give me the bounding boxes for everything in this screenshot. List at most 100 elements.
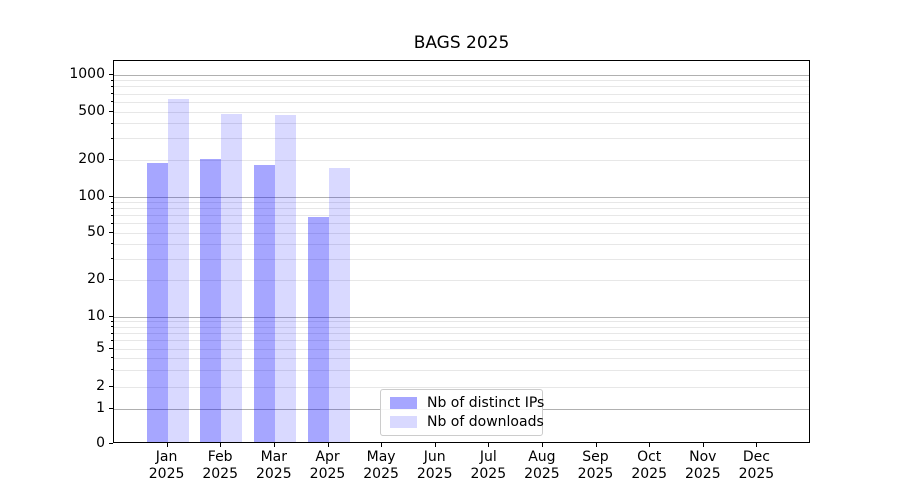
bar-downloads-apr <box>328 167 350 442</box>
gridline-minor <box>114 101 809 103</box>
bar-distinct-ips-jan <box>146 163 168 442</box>
bar-downloads-feb <box>221 113 243 442</box>
y-minor-tick-mark <box>111 232 113 233</box>
gridline-minor <box>114 326 809 328</box>
bar-distinct-ips-apr <box>307 216 329 442</box>
y-tick-label: 100 <box>78 188 105 204</box>
y-minor-tick-mark <box>111 207 113 209</box>
y-tick-label: 10 <box>87 308 105 324</box>
y-tick-label: 2 <box>96 378 105 394</box>
x-tick-label: Mar 2025 <box>255 449 292 482</box>
x-tick-label: Feb 2025 <box>202 449 238 482</box>
y-tick-label: 1 <box>96 400 105 416</box>
x-tick-mark <box>166 443 168 447</box>
y-tick-label: 20 <box>87 271 105 287</box>
x-tick-mark <box>273 443 275 447</box>
y-minor-tick-mark <box>111 320 113 322</box>
y-tick-label: 50 <box>87 224 105 240</box>
y-tick-label: 5 <box>96 340 105 356</box>
x-tick-label: Sep 2025 <box>577 449 614 482</box>
y-minor-tick-mark <box>111 339 113 341</box>
legend-swatch-distinct-ips <box>390 397 417 410</box>
chart-title: BAGS 2025 <box>413 33 510 53</box>
x-tick-mark <box>756 443 758 447</box>
x-tick-label: Jan 2025 <box>148 449 185 482</box>
y-minor-tick-mark <box>111 279 113 280</box>
gridline-minor <box>114 138 809 140</box>
gridline-minor <box>114 111 809 113</box>
y-tick-mark <box>109 316 113 317</box>
gridline-minor <box>114 123 809 125</box>
bar-distinct-ips-feb <box>200 159 222 442</box>
gridline-minor <box>114 369 809 371</box>
x-tick-label: May 2025 <box>363 449 399 482</box>
x-tick-label: Oct 2025 <box>631 449 667 482</box>
y-tick-label: 200 <box>78 151 105 167</box>
y-minor-tick-mark <box>111 214 113 216</box>
gridline-minor <box>114 357 809 359</box>
gridline-minor <box>114 321 809 323</box>
x-tick-mark <box>702 443 704 447</box>
x-tick-mark <box>488 443 490 447</box>
y-tick-label: 0 <box>96 435 105 451</box>
y-minor-tick-mark <box>111 79 113 81</box>
gridline-minor <box>114 86 809 88</box>
gridline-minor <box>114 386 809 388</box>
gridline-major <box>114 316 809 318</box>
y-minor-tick-mark <box>111 348 113 349</box>
legend-swatch-downloads <box>390 415 417 428</box>
y-minor-tick-mark <box>111 201 113 203</box>
x-tick-label: Nov 2025 <box>684 449 721 482</box>
gridline-minor <box>114 202 809 203</box>
bar-downloads-mar <box>274 114 296 442</box>
bar-downloads-jan <box>167 99 189 442</box>
gridline-minor <box>114 223 809 224</box>
y-minor-tick-mark <box>111 122 113 124</box>
gridline-minor <box>114 93 809 95</box>
y-minor-tick-mark <box>111 85 113 87</box>
x-tick-mark <box>649 443 651 447</box>
legend-label: Nb of downloads <box>427 413 544 430</box>
x-tick-mark <box>541 443 543 447</box>
gridline-minor <box>114 208 809 210</box>
x-tick-label: Aug 2025 <box>524 449 560 482</box>
y-minor-tick-mark <box>111 111 113 112</box>
gridline-minor <box>114 215 809 216</box>
x-tick-label: Apr 2025 <box>309 449 346 482</box>
y-minor-tick-mark <box>111 101 113 103</box>
gridline-major <box>114 74 809 76</box>
y-minor-tick-mark <box>111 222 113 224</box>
y-minor-tick-mark <box>111 243 113 245</box>
gridline-minor <box>114 80 809 82</box>
x-tick-mark <box>595 443 597 447</box>
x-tick-label: Dec 2025 <box>738 449 775 482</box>
x-tick-label: Jun 2025 <box>416 449 453 482</box>
y-minor-tick-mark <box>111 326 113 328</box>
bar-distinct-ips-mar <box>253 165 275 442</box>
y-minor-tick-mark <box>111 386 113 387</box>
gridline-minor <box>114 348 809 350</box>
legend: Nb of distinct IPs Nb of downloads <box>380 389 544 436</box>
gridline-minor <box>114 258 809 260</box>
y-minor-tick-mark <box>111 357 113 359</box>
gridline-minor <box>114 243 809 245</box>
y-minor-tick-mark <box>111 258 113 260</box>
gridline-minor <box>114 279 809 281</box>
gridline-minor <box>114 232 809 234</box>
y-minor-tick-mark <box>111 159 113 160</box>
x-tick-mark <box>381 443 383 447</box>
gridline-minor <box>114 333 809 334</box>
y-minor-tick-mark <box>111 93 113 95</box>
x-tick-mark <box>327 443 329 447</box>
gridline-minor <box>114 340 809 342</box>
gridline-minor <box>114 159 809 161</box>
y-tick-mark <box>109 74 113 75</box>
legend-item-downloads: Nb of downloads <box>390 414 544 430</box>
x-tick-mark <box>220 443 222 447</box>
y-minor-tick-mark <box>111 369 113 371</box>
y-tick-mark <box>109 408 113 409</box>
y-minor-tick-mark <box>111 332 113 334</box>
y-tick-mark <box>109 443 113 444</box>
plot-area <box>113 60 810 443</box>
